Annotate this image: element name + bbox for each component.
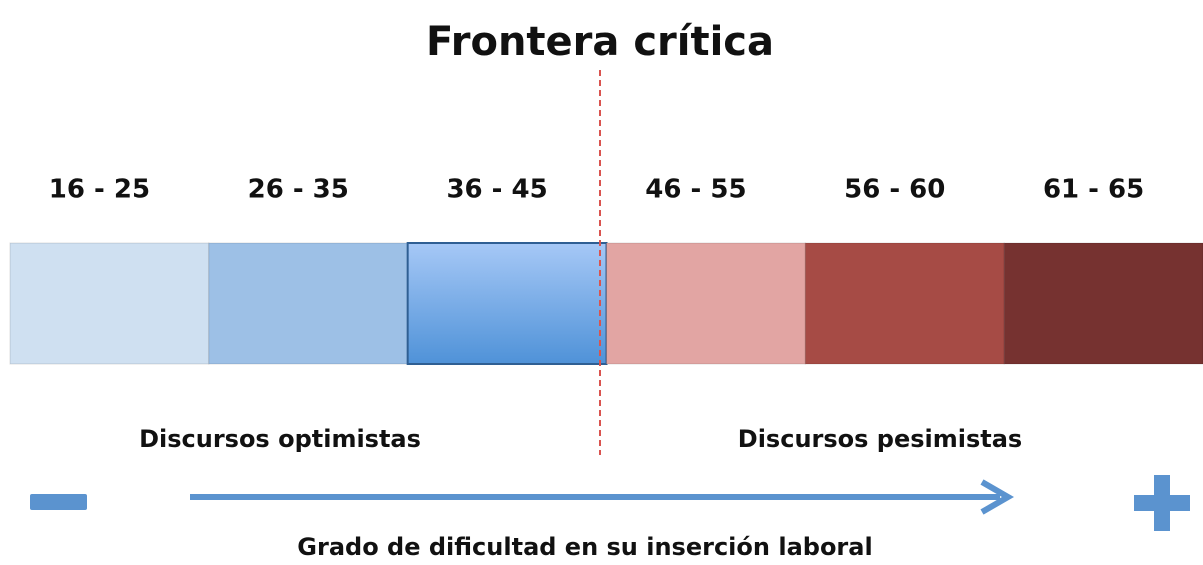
segment	[406, 242, 608, 365]
plus-icon	[1134, 475, 1190, 531]
title: Frontera crítica	[426, 19, 774, 65]
segment-label: 56 - 60	[844, 175, 945, 205]
segment-label: 46 - 55	[645, 175, 746, 205]
segment	[804, 242, 1005, 365]
segment	[606, 242, 806, 365]
segment	[9, 242, 210, 365]
minus-icon	[30, 494, 87, 510]
segment	[208, 242, 409, 365]
segment-label: 61 - 65	[1043, 175, 1144, 205]
left-label: Discursos optimistas	[139, 425, 421, 453]
segment-label: 36 - 45	[446, 175, 547, 205]
segment	[1003, 242, 1203, 365]
arrow-head	[980, 479, 1015, 515]
axis-label: Grado de dificultad en su inserción labo…	[297, 533, 872, 561]
right-label: Discursos pesimistas	[738, 425, 1022, 453]
segment-label: 26 - 35	[248, 175, 349, 205]
segment-label: 16 - 25	[49, 175, 150, 205]
